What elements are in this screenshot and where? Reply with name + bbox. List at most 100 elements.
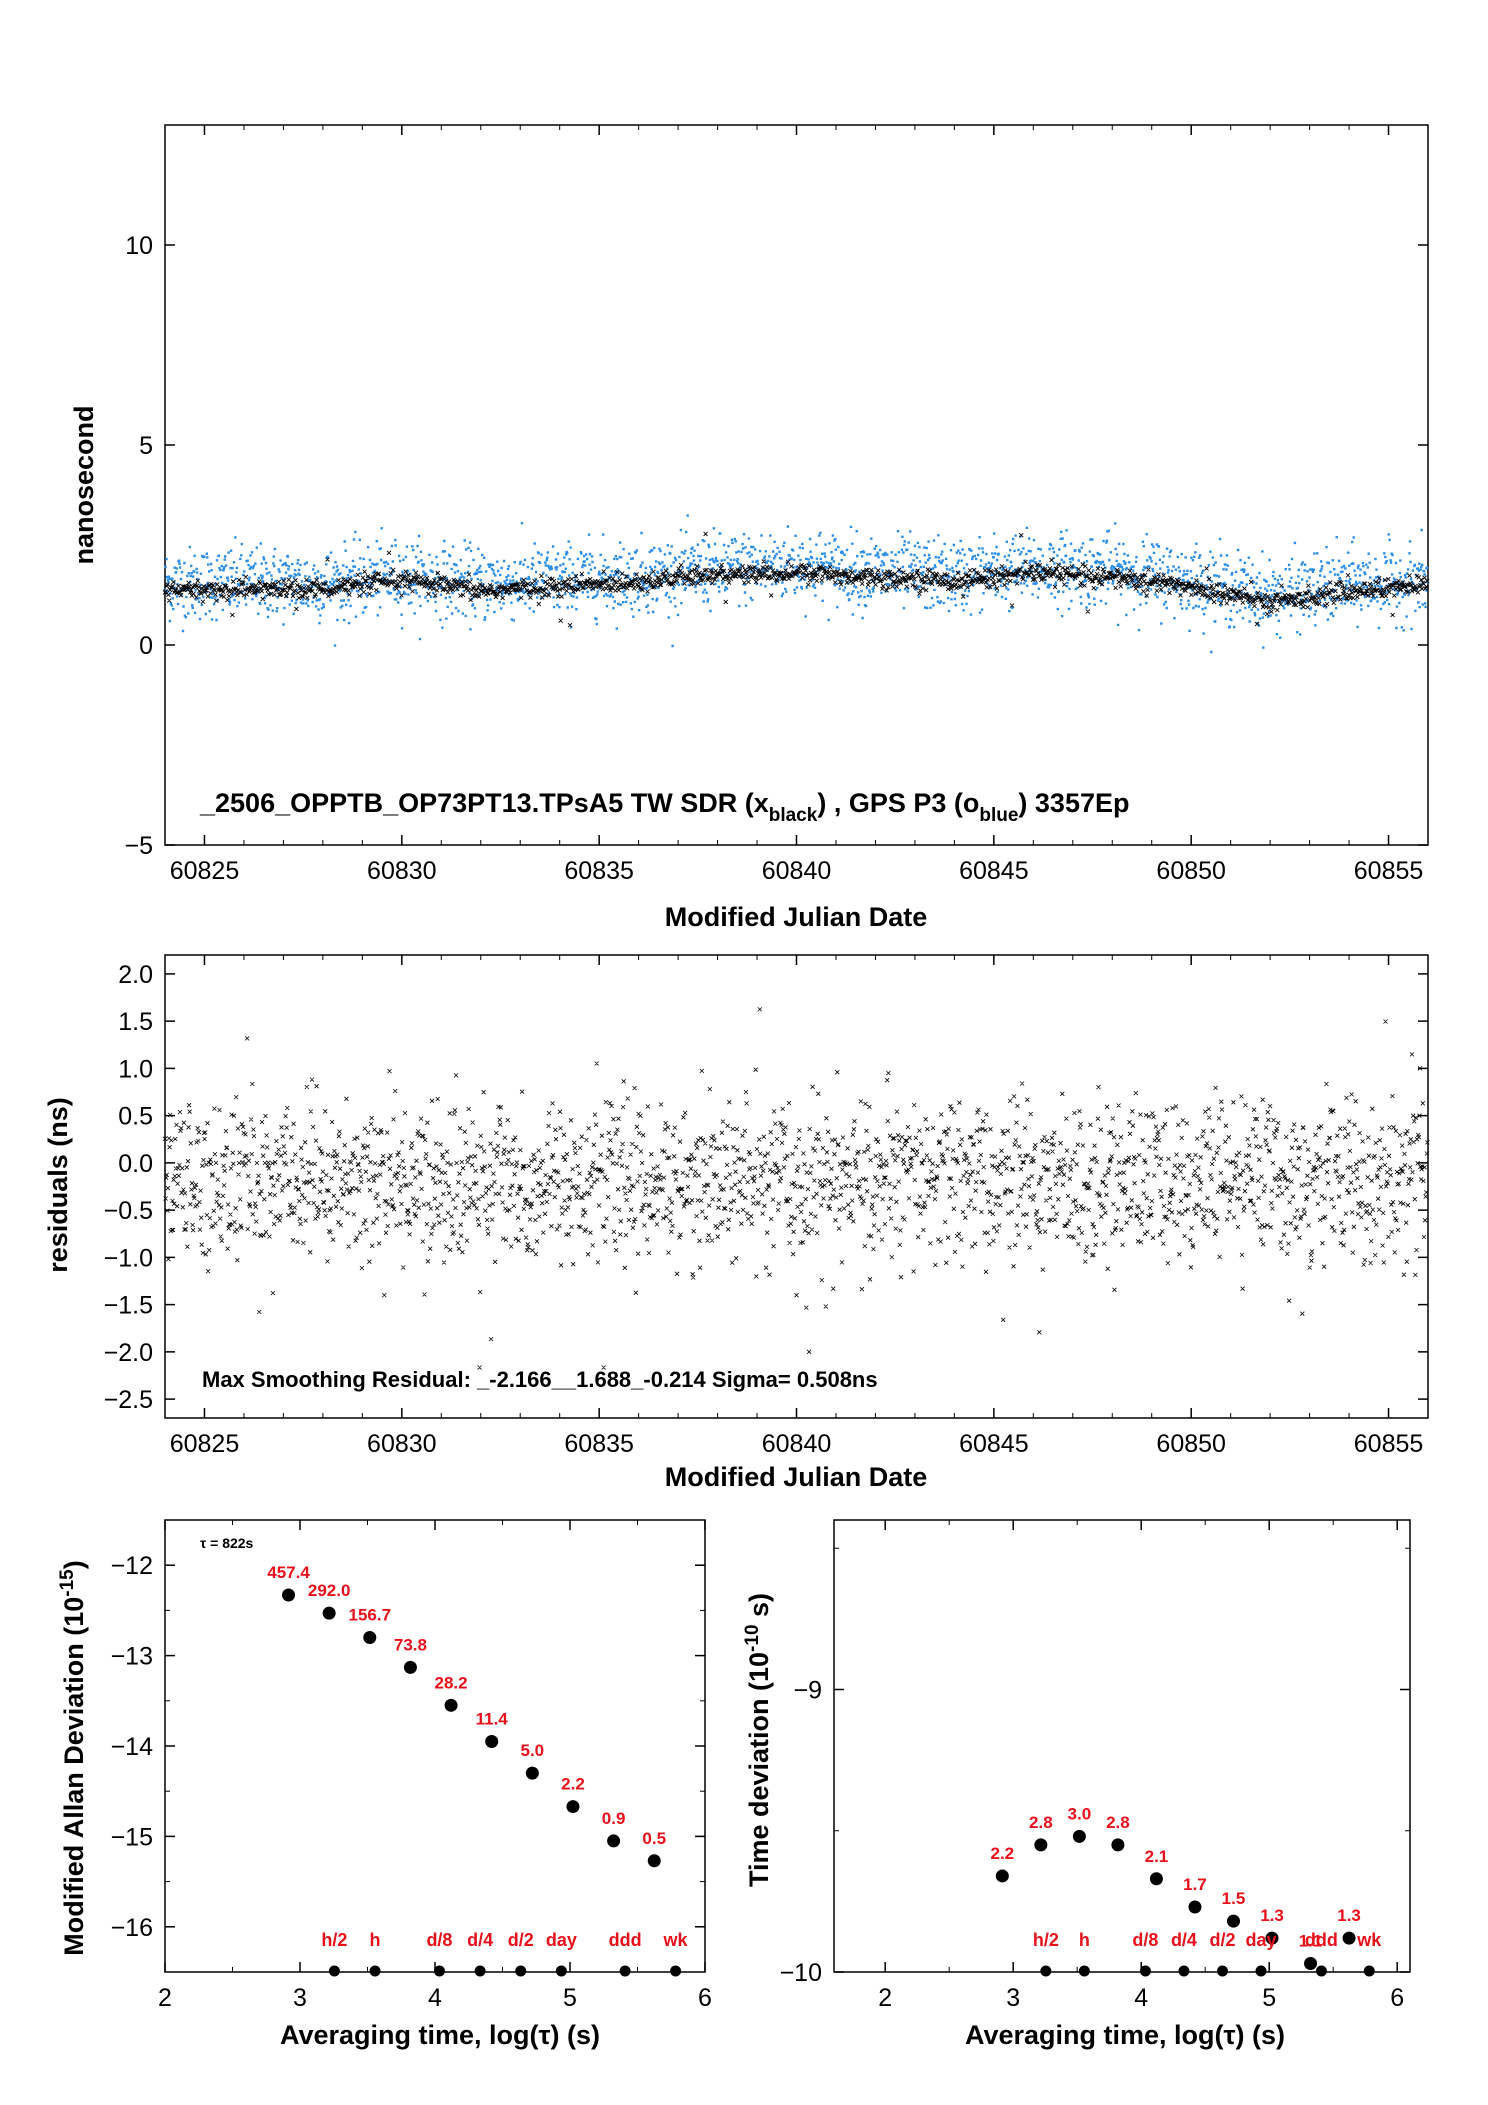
- x-tick-label: 60825: [170, 857, 240, 885]
- tdev-point: [1304, 1957, 1318, 1971]
- mdev-marker-label: h: [370, 1930, 381, 1950]
- y-tick-label: 5: [139, 432, 153, 460]
- mdev-point-label: 292.0: [308, 1581, 351, 1600]
- mdev-marker-point: [670, 1965, 682, 1977]
- residual-point: [162, 1007, 1430, 1370]
- x-tick-label: 60855: [1354, 1430, 1424, 1458]
- mdev-marker-label: day: [546, 1930, 577, 1950]
- mdev-marker-point: [433, 1965, 445, 1977]
- tdev-point: [1072, 1829, 1086, 1843]
- tdev-point: [1034, 1838, 1048, 1852]
- residuals-points: [162, 1007, 1430, 1370]
- tdev-marker-point: [1178, 1965, 1190, 1977]
- x-tick-label: 4: [428, 1984, 442, 2012]
- mdev-point-label: 5.0: [521, 1741, 545, 1760]
- mdev-point: [403, 1660, 417, 1674]
- y-tick-label: −10: [780, 1959, 822, 1987]
- tdev-frame: [833, 1519, 1411, 1973]
- residuals-panel: 60825 60830 60835 60840 60845 60850 60855 −2.5 −…: [43, 954, 1430, 1492]
- mdev-xlabel: Averaging time, log(τ) (s): [280, 2020, 600, 2050]
- tdev-marker-label: ddd: [1305, 1930, 1338, 1950]
- tdev-marker-point: [1139, 1965, 1151, 1977]
- x-tick-label: 60845: [959, 857, 1029, 885]
- mdev-tau-note: τ = 822s: [200, 1535, 254, 1551]
- tdev-xlabel: Averaging time, log(τ) (s): [965, 2020, 1285, 2050]
- timeseries-xlabel: Modified Julian Date: [665, 902, 928, 932]
- y-tick-label: 1.0: [118, 1055, 153, 1083]
- timeseries-frame: [164, 124, 1429, 846]
- mdev-marker-label: d/2: [508, 1930, 534, 1950]
- tdev-point-label: 2.2: [990, 1844, 1014, 1863]
- mdev-point-label: 73.8: [394, 1635, 427, 1654]
- x-tick-label: 60850: [1156, 857, 1226, 885]
- mdev-point-label: 457.4: [267, 1563, 310, 1582]
- residuals-xlabel: Modified Julian Date: [665, 1462, 928, 1492]
- x-tick-label: 4: [1134, 1984, 1148, 2012]
- x-tick-label: 60855: [1354, 857, 1424, 885]
- mdev-marker-label: ddd: [609, 1930, 642, 1950]
- mdev-marker-point: [619, 1965, 631, 1977]
- tdev-marker-point: [1363, 1965, 1375, 1977]
- mdev-point-label: 11.4: [476, 1709, 509, 1728]
- mdev-point-label: 2.2: [561, 1775, 585, 1794]
- tdev-marker-label: day: [1245, 1930, 1276, 1950]
- tdev-point: [1265, 1931, 1279, 1945]
- x-tick-label: 60840: [762, 1430, 832, 1458]
- mdev-point-label: 28.2: [435, 1673, 468, 1692]
- x-tick-label: 60830: [367, 1430, 437, 1458]
- tdev-marker-point: [1078, 1965, 1090, 1977]
- tdev-ylabel: Time deviation (10-10 s): [742, 1593, 774, 1887]
- tdev-point-label: 3.0: [1068, 1804, 1092, 1823]
- x-tick-label: 60840: [762, 857, 832, 885]
- tdev-point: [1111, 1838, 1125, 1852]
- mdev-point: [525, 1766, 539, 1780]
- timeseries-caption: _2506_OPPTB_OP73PT13.TPsA5 TW SDR (xblac…: [199, 788, 1129, 826]
- x-tick-label: 6: [1390, 1984, 1404, 2012]
- x-tick-label: 60835: [564, 857, 634, 885]
- x-tick-label: 60845: [959, 1430, 1029, 1458]
- tdev-marker-label: d/8: [1132, 1930, 1158, 1950]
- mdev-marker-label: d/4: [467, 1930, 493, 1950]
- tdev-point-label: 1.1: [1299, 1932, 1323, 1951]
- mdev-marker-point: [328, 1965, 340, 1977]
- timeseries-ylabel: nanosecond: [69, 405, 99, 564]
- y-tick-label: −2.0: [104, 1339, 153, 1367]
- y-tick-label: −9: [793, 1677, 822, 1705]
- mdev-point: [282, 1588, 296, 1602]
- x-tick-label: 60830: [367, 857, 437, 885]
- y-tick-label: −12: [111, 1552, 153, 1580]
- tdev-points: 2.2 2.8 3.0 2.8 2.1 1.7 1.5 1.3 1.1 1.3 h/2 h d/8 d/4…: [990, 1804, 1382, 1977]
- mdev-marker-point: [474, 1965, 486, 1977]
- mdev-frame: [164, 1519, 706, 1973]
- tdev-panel: 2 3 4 5 6 −10 −9 2.2 2.8 3.0 2.8 2.1 1.7 1.5 1.3 1.1 1.…: [742, 1519, 1411, 2050]
- tdev-point: [1149, 1872, 1163, 1886]
- x-tick-label: 2: [158, 1984, 172, 2012]
- mdev-ylabel: Modified Allan Deviation (10-15): [57, 1560, 89, 1956]
- tdev-point-label: 2.8: [1029, 1813, 1053, 1832]
- mdev-point: [607, 1834, 621, 1848]
- mdev-marker-point: [555, 1965, 567, 1977]
- timeseries-axes: 60825 60830 60835 60840 60845 60850 60855 −5 0 5 1…: [124, 125, 1429, 885]
- y-tick-label: −0.5: [104, 1197, 153, 1225]
- residuals-caption: Max Smoothing Residual: _-2.166__1.688_-…: [202, 1367, 878, 1392]
- mdev-marker-label: d/8: [426, 1930, 452, 1950]
- mdev-point-label: 0.9: [602, 1809, 626, 1828]
- tdev-point: [1226, 1914, 1240, 1928]
- x-tick-label: 2: [878, 1984, 892, 2012]
- y-tick-label: −2.5: [104, 1386, 153, 1414]
- tdev-point-label: 1.7: [1183, 1875, 1207, 1894]
- y-tick-label: 0.0: [118, 1150, 153, 1178]
- y-tick-label: 2.0: [118, 961, 153, 989]
- mdev-point: [566, 1800, 580, 1814]
- mdev-point: [363, 1631, 377, 1645]
- y-tick-label: −15: [111, 1823, 153, 1851]
- tdev-marker-label: d/2: [1209, 1930, 1235, 1950]
- y-tick-label: 0.5: [118, 1103, 153, 1131]
- mdev-point-label: 156.7: [349, 1606, 392, 1625]
- timeseries-panel: 60825 60830 60835 60840 60845 60850 60855 −5 0 5 1…: [69, 124, 1430, 932]
- y-tick-label: −16: [111, 1914, 153, 1942]
- tdev-marker-point: [1040, 1965, 1052, 1977]
- residuals-ylabel: residuals (ns): [43, 1097, 73, 1273]
- mdev-point: [322, 1606, 336, 1620]
